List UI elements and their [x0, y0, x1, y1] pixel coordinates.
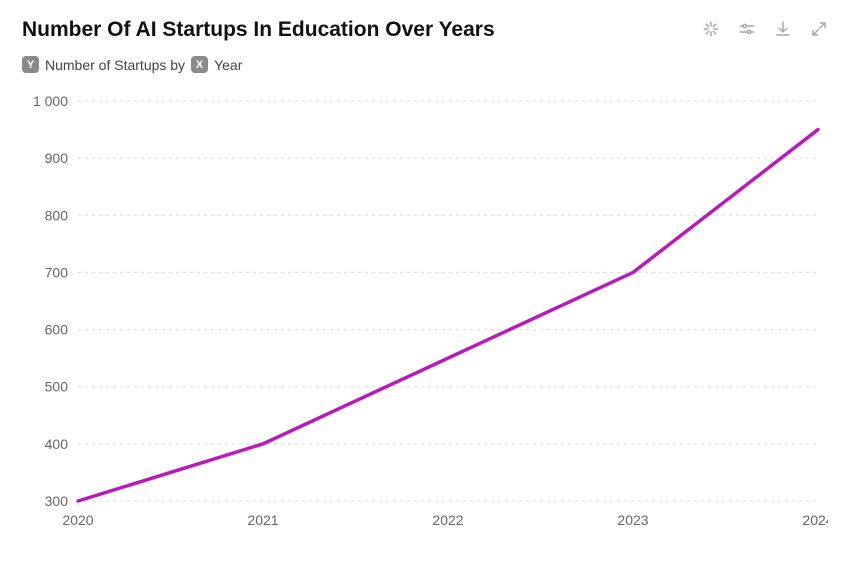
- y-tick-label: 1 000: [33, 93, 68, 109]
- y-tick-label: 500: [45, 379, 69, 395]
- y-axis-legend-label: Number of Startups by: [45, 57, 185, 73]
- y-axis-labels-group: 300 400 500 600 700 800 900 1 000: [33, 93, 68, 509]
- x-tick-label: 2020: [62, 512, 93, 528]
- x-axis-labels-group: 2020 2021 2022 2023 2024: [62, 512, 828, 528]
- x-tick-label: 2023: [617, 512, 648, 528]
- y-tick-label: 400: [45, 436, 69, 452]
- download-icon[interactable]: [774, 20, 792, 38]
- y-tick-label: 700: [45, 264, 69, 280]
- x-axis-badge: X: [191, 56, 208, 73]
- y-tick-label: 800: [45, 207, 69, 223]
- y-tick-label: 600: [45, 322, 69, 338]
- y-axis-badge: Y: [22, 56, 39, 73]
- chart-title: Number Of AI Startups In Education Over …: [22, 18, 495, 42]
- chart-plot-wrapper: 3004005006007008009001 000 2020202120222…: [22, 91, 828, 541]
- chart-toolbar: [702, 18, 828, 38]
- x-tick-label: 2022: [432, 512, 463, 528]
- header-row: Number Of AI Startups In Education Over …: [22, 18, 828, 42]
- y-tick-label: 300: [45, 493, 69, 509]
- y-tick-label: 900: [45, 150, 69, 166]
- axis-legend: Y Number of Startups by X Year: [22, 56, 828, 73]
- settings-icon[interactable]: [738, 20, 756, 38]
- x-axis-legend-label: Year: [214, 57, 242, 73]
- series-line: [78, 130, 818, 501]
- gridlines-group: [78, 101, 818, 501]
- line-chart-svg: 3004005006007008009001 000 2020202120222…: [22, 91, 828, 541]
- chart-container: Number Of AI Startups In Education Over …: [0, 0, 850, 567]
- expand-icon[interactable]: [810, 20, 828, 38]
- x-tick-label: 2021: [247, 512, 278, 528]
- highlight-icon[interactable]: [702, 20, 720, 38]
- x-tick-label: 2024: [802, 512, 828, 528]
